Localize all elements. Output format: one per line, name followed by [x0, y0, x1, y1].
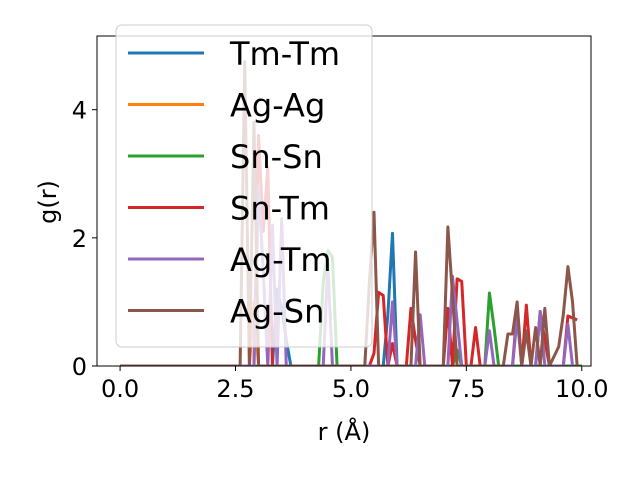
legend-label-tm-tm: Tm-Tm — [229, 35, 340, 73]
legend-label-sn-tm: Sn-Tm — [230, 190, 330, 228]
y-axis-label: g(r) — [34, 180, 62, 224]
legend-label-ag-tm: Ag-Tm — [230, 241, 332, 279]
x-tick-label: 10.0 — [555, 375, 608, 403]
x-tick-label: 7.5 — [447, 375, 485, 403]
series-line-ag-sn — [120, 60, 579, 366]
legend: Tm-Tm Ag-Ag Sn-Sn Sn-Tm Ag-Tm Ag-Sn — [115, 24, 373, 348]
x-tick-label: 5.0 — [332, 375, 370, 403]
axes: 0.0 2.5 5.0 7.5 10.0 0 2 4 — [72, 35, 608, 403]
y-tick-label: 0 — [72, 353, 87, 381]
legend-label-ag-sn: Ag-Sn — [230, 293, 324, 331]
legend-label-sn-sn: Sn-Sn — [230, 138, 323, 176]
y-tick-label: 4 — [72, 97, 87, 125]
x-tick-label: 0.0 — [101, 375, 139, 403]
x-axis-label: r (Å) — [318, 417, 371, 446]
legend-label-ag-ag: Ag-Ag — [230, 87, 325, 125]
x-tick-label: 2.5 — [216, 375, 254, 403]
y-tick-label: 2 — [72, 225, 87, 253]
